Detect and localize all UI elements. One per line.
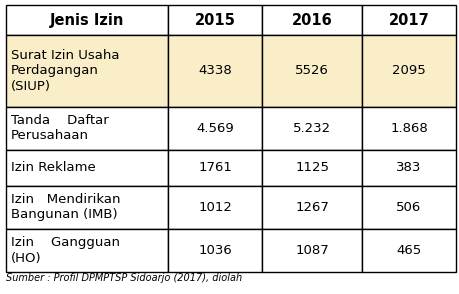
Text: 465: 465 [396,244,421,257]
Text: 5526: 5526 [295,64,328,77]
Bar [262,107,361,150]
Bar [361,186,455,229]
Text: 2015: 2015 [194,13,235,28]
Bar [6,229,168,272]
Text: 506: 506 [396,201,421,214]
Bar [6,186,168,229]
Bar [262,5,361,35]
Bar [361,107,455,150]
Text: 2016: 2016 [291,13,332,28]
Text: 1125: 1125 [294,161,328,174]
Text: Izin Reklame: Izin Reklame [11,161,95,174]
Text: 4338: 4338 [198,64,231,77]
Text: 1087: 1087 [295,244,328,257]
Bar [6,150,168,186]
Text: 5.232: 5.232 [292,122,330,135]
Bar [361,5,455,35]
Text: Izin   Mendirikan
Bangunan (IMB): Izin Mendirikan Bangunan (IMB) [11,193,120,221]
Text: Tanda    Daftar
Perusahaan: Tanda Daftar Perusahaan [11,114,109,143]
Text: 4.569: 4.569 [196,122,234,135]
Text: Surat Izin Usaha
Perdagangan
(SIUP): Surat Izin Usaha Perdagangan (SIUP) [11,49,119,93]
Text: 1761: 1761 [198,161,232,174]
Text: 2095: 2095 [391,64,425,77]
Bar [361,150,455,186]
Bar [262,229,361,272]
Bar [262,150,361,186]
Bar [168,186,262,229]
Bar [168,35,262,107]
Text: 1012: 1012 [198,201,232,214]
Bar [168,229,262,272]
Text: 1.868: 1.868 [389,122,427,135]
Bar [6,5,168,35]
Bar [6,107,168,150]
Bar [168,5,262,35]
Bar [168,150,262,186]
Text: Sumber : Profil DPMPTSP Sidoarjo (2017), diolah: Sumber : Profil DPMPTSP Sidoarjo (2017),… [6,273,241,283]
Bar [168,107,262,150]
Bar [6,35,168,107]
Text: 1036: 1036 [198,244,231,257]
Text: 2017: 2017 [388,13,428,28]
Bar [262,186,361,229]
Text: Jenis Izin: Jenis Izin [50,13,123,28]
Text: Izin    Gangguan
(HO): Izin Gangguan (HO) [11,236,120,265]
Bar [361,35,455,107]
Bar [262,35,361,107]
Bar [361,229,455,272]
Text: 1267: 1267 [295,201,328,214]
Text: 383: 383 [396,161,421,174]
